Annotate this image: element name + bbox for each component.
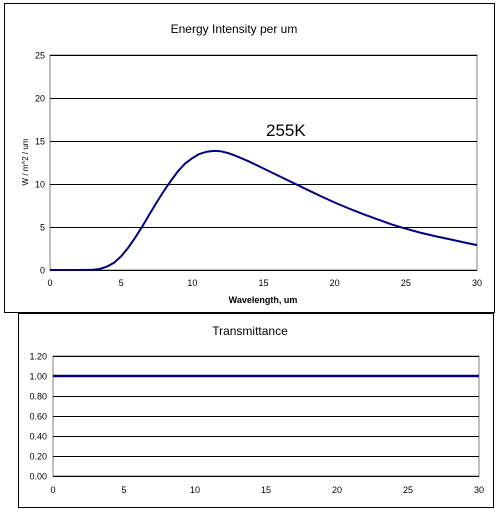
transmittance-chart: Transmittance 0.00 0.20 0.40 0.60 0.80 1.00 1.… bbox=[18, 313, 494, 508]
energy-x-tick-label: 30 bbox=[472, 278, 482, 288]
transmittance-x-tick-label: 25 bbox=[403, 485, 413, 495]
energy-chart-title: Energy Intensity per um bbox=[171, 22, 298, 36]
energy-chart: Energy Intensity per um 0 5 10 15 20 25 0 5 10 1… bbox=[4, 3, 495, 313]
energy-y-axis-title: W / m^2 / um bbox=[21, 138, 30, 185]
energy-y-tick-label: 0 bbox=[40, 266, 45, 276]
energy-y-tick-label: 15 bbox=[35, 137, 45, 147]
energy-x-tick-label: 25 bbox=[401, 278, 411, 288]
transmittance-x-tick-label: 5 bbox=[121, 485, 126, 495]
transmittance-y-tick-label: 0.60 bbox=[29, 412, 47, 422]
energy-y-tick-label: 25 bbox=[35, 51, 45, 61]
transmittance-x-tick-label: 15 bbox=[261, 485, 271, 495]
transmittance-y-tick-label: 0.00 bbox=[29, 472, 47, 482]
transmittance-y-tick-label: 0.40 bbox=[29, 432, 47, 442]
energy-gridlines bbox=[50, 55, 477, 271]
transmittance-x-tick-label: 20 bbox=[332, 485, 342, 495]
energy-x-axis-title: Wavelength, um bbox=[229, 295, 298, 305]
transmittance-y-tick-label: 0.80 bbox=[29, 392, 47, 402]
energy-x-tick-label: 0 bbox=[47, 278, 52, 288]
transmittance-x-tick-label: 30 bbox=[474, 485, 484, 495]
energy-x-tick-labels: 0 5 10 15 20 25 30 bbox=[47, 278, 482, 288]
energy-y-tick-label: 10 bbox=[35, 180, 45, 190]
energy-x-tick-label: 5 bbox=[119, 278, 124, 288]
energy-x-tick-label: 20 bbox=[330, 278, 340, 288]
transmittance-x-tick-label: 10 bbox=[190, 485, 200, 495]
energy-series-line bbox=[50, 149, 478, 271]
transmittance-x-tick-labels: 0 5 10 15 20 25 30 bbox=[50, 485, 484, 495]
transmittance-y-tick-label: 1.00 bbox=[29, 372, 47, 382]
energy-y-tick-label: 20 bbox=[35, 94, 45, 104]
transmittance-chart-title: Transmittance bbox=[212, 324, 288, 338]
temperature-annotation: 255K bbox=[266, 121, 306, 140]
energy-x-tick-label: 10 bbox=[187, 278, 197, 288]
energy-y-tick-label: 5 bbox=[40, 223, 45, 233]
transmittance-x-tick-label: 0 bbox=[50, 485, 55, 495]
transmittance-y-tick-label: 1.20 bbox=[29, 352, 47, 362]
energy-plot-area bbox=[49, 54, 478, 271]
energy-series bbox=[50, 149, 478, 271]
transmittance-y-tick-label: 0.20 bbox=[29, 452, 47, 462]
transmittance-y-tick-labels: 0.00 0.20 0.40 0.60 0.80 1.00 1.20 bbox=[29, 352, 47, 482]
energy-x-tick-label: 15 bbox=[258, 278, 268, 288]
energy-y-tick-labels: 0 5 10 15 20 25 bbox=[35, 51, 45, 276]
